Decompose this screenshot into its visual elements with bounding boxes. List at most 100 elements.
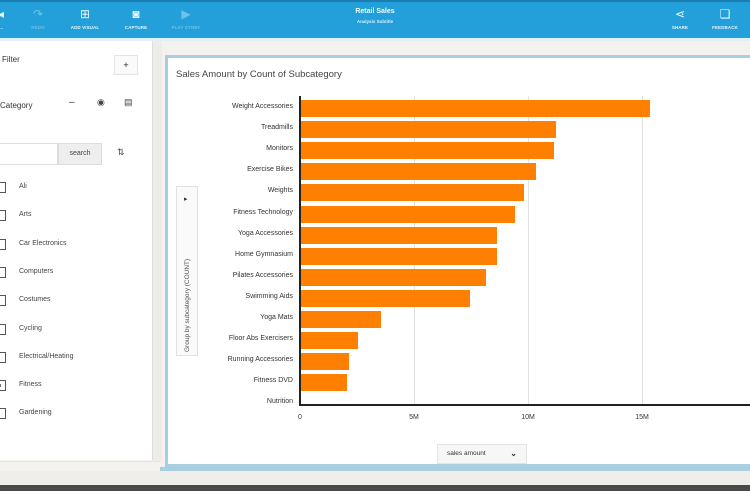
bar-row[interactable]: Fitness Technology (233, 204, 750, 225)
filter-item-electrical-heating[interactable]: Electrical/Heating (0, 350, 150, 366)
filter-item-cycling[interactable]: Cycling (0, 322, 150, 338)
filter-menu-button[interactable]: ▤ (124, 97, 133, 108)
bar-row[interactable]: Home Gymnasium (235, 246, 750, 267)
filter-search-input[interactable] (0, 143, 58, 165)
toolbar-share-button[interactable]: ⋖ SHARE (657, 6, 703, 36)
redo-icon: ↷ (32, 7, 44, 21)
bar-row[interactable]: Exercise Bikes (247, 161, 750, 182)
filter-item-computers[interactable]: Computers (0, 265, 150, 281)
group-by-selector[interactable]: ▸ Group by subcategory (COUNT) (176, 186, 198, 356)
play-icon: ▶ (181, 7, 191, 21)
checkbox[interactable] (0, 408, 6, 419)
bar-category-label: Yoga Mats (260, 314, 293, 321)
bar-row[interactable]: Yoga Accessories (238, 225, 750, 246)
bar[interactable] (301, 289, 470, 307)
checkbox[interactable] (0, 324, 6, 335)
bar-category-label: Running Accessories (227, 356, 293, 364)
checkbox[interactable] (0, 182, 6, 193)
collapse-filter-button[interactable]: – (69, 97, 75, 108)
bar[interactable] (301, 353, 349, 371)
eye-icon: ◉ (97, 97, 105, 107)
toolbar-feedback-button[interactable]: ❏ FEEDBACK (702, 6, 748, 36)
bar-category-label: Exercise Bikes (247, 166, 293, 174)
chevron-right-icon: ▸ (184, 196, 188, 203)
bar[interactable] (301, 226, 498, 244)
toolbar-add-visual-button[interactable]: ⊞ ADD VISUAL (62, 6, 108, 36)
x-tick-0: 0 (298, 414, 302, 421)
bar-row[interactable]: Yoga Mats (260, 309, 750, 330)
bar-row[interactable]: Pilates Accessories (233, 267, 750, 288)
bar[interactable] (301, 121, 557, 139)
bar[interactable] (301, 332, 358, 350)
filter-panel-title: Filter (2, 55, 20, 64)
bar-category-label: Floor Abs Exercisers (228, 335, 293, 343)
toggle-visibility-button[interactable]: ◉ (97, 97, 105, 108)
bar-category-label: Home Gymnasium (235, 250, 293, 258)
bar[interactable] (301, 311, 381, 328)
report-title: Retail Sales (355, 8, 395, 15)
filter-item-car-electronics[interactable]: Car Electronics (0, 237, 150, 253)
x-tick-15m: 15M (635, 414, 649, 421)
bar-row[interactable]: Monitors (266, 140, 750, 161)
top-toolbar: ◂ ... ↷ REDO ⊞ ADD VISUAL ◙ CAPTURE ▶ PL… (0, 0, 750, 38)
filter-item-fitness[interactable]: Fitness (0, 378, 150, 394)
toolbar-play-story-button[interactable]: ▶ PLAY STORY (163, 6, 209, 36)
window-bottom-bar (0, 485, 750, 491)
bar-category-label: Pilates Accessories (232, 271, 293, 279)
checkbox-checked[interactable] (0, 380, 6, 391)
bar[interactable] (301, 100, 650, 117)
bar-category-label: Fitness Technology (233, 208, 293, 216)
capture-icon: ◙ (132, 7, 140, 21)
bar-row[interactable]: Swimming Aids (246, 288, 750, 309)
filter-item-gardening[interactable]: Gardening (0, 406, 150, 422)
bar-category-label: Monitors (266, 145, 293, 153)
filter-panel-footer-divider (0, 461, 160, 462)
toolbar-redo-button[interactable]: ↷ REDO (15, 6, 61, 36)
checkbox[interactable] (0, 267, 6, 278)
card-bottom-border (160, 467, 750, 471)
toolbar-underline (0, 38, 750, 41)
toolbar-capture-button[interactable]: ◙ CAPTURE (113, 6, 159, 36)
checkbox[interactable] (0, 210, 6, 221)
bar-chart-plot: Weight Accessories Treadmills Monitors Exer… (228, 96, 750, 421)
x-tick-10m: 10M (521, 414, 535, 421)
bar[interactable] (301, 374, 347, 392)
bar[interactable] (301, 247, 498, 265)
checkbox[interactable] (0, 239, 6, 250)
chart-card: Sales Amount by Count of Subcategory ▸ G… (165, 55, 750, 467)
filter-search-button[interactable]: search (58, 143, 102, 165)
sort-button[interactable]: ⇅ (117, 147, 125, 158)
window-bottom-margin (0, 491, 750, 500)
bar[interactable] (301, 268, 486, 286)
checkbox[interactable] (0, 295, 6, 306)
bar-category-label: Yoga Accessories (238, 229, 293, 237)
filter-panel: Filter (0, 41, 153, 460)
minus-icon: – (69, 97, 75, 108)
bar-row[interactable]: Weights (268, 182, 750, 203)
checkbox[interactable] (0, 352, 6, 363)
gridline-15m (642, 96, 643, 404)
bar-row[interactable]: Treadmills (261, 119, 750, 140)
bar[interactable] (301, 163, 536, 181)
measure-dropdown[interactable]: sales amount ⌄ (437, 444, 527, 464)
bar[interactable] (301, 142, 555, 160)
bar-row[interactable]: Weight Accessories (232, 98, 750, 119)
bar-row[interactable]: Nutrition (267, 393, 750, 414)
panel-splitter[interactable] (153, 41, 162, 461)
add-visual-icon: ⊞ (79, 7, 91, 21)
report-subtitle: Analysis Subtitle (356, 19, 394, 24)
x-tick-5m: 5M (409, 414, 419, 421)
bar-row[interactable]: Running Accessories (228, 351, 750, 372)
feedback-icon: ❏ (719, 7, 731, 21)
list-icon: ▤ (124, 97, 133, 107)
bar-row[interactable]: Floor Abs Exercisers (229, 330, 750, 351)
bar[interactable] (301, 184, 525, 202)
toolbar-back-button[interactable]: ◂ ... (0, 6, 24, 36)
filter-item-costumes[interactable]: Costumes (0, 293, 150, 309)
filter-item-arts[interactable]: Arts (0, 208, 150, 224)
bar-row[interactable]: Fitness DVD (254, 372, 750, 393)
add-filter-button[interactable]: + (114, 55, 138, 75)
bar[interactable] (301, 205, 516, 223)
filter-item-ali[interactable]: Ali (0, 180, 150, 196)
